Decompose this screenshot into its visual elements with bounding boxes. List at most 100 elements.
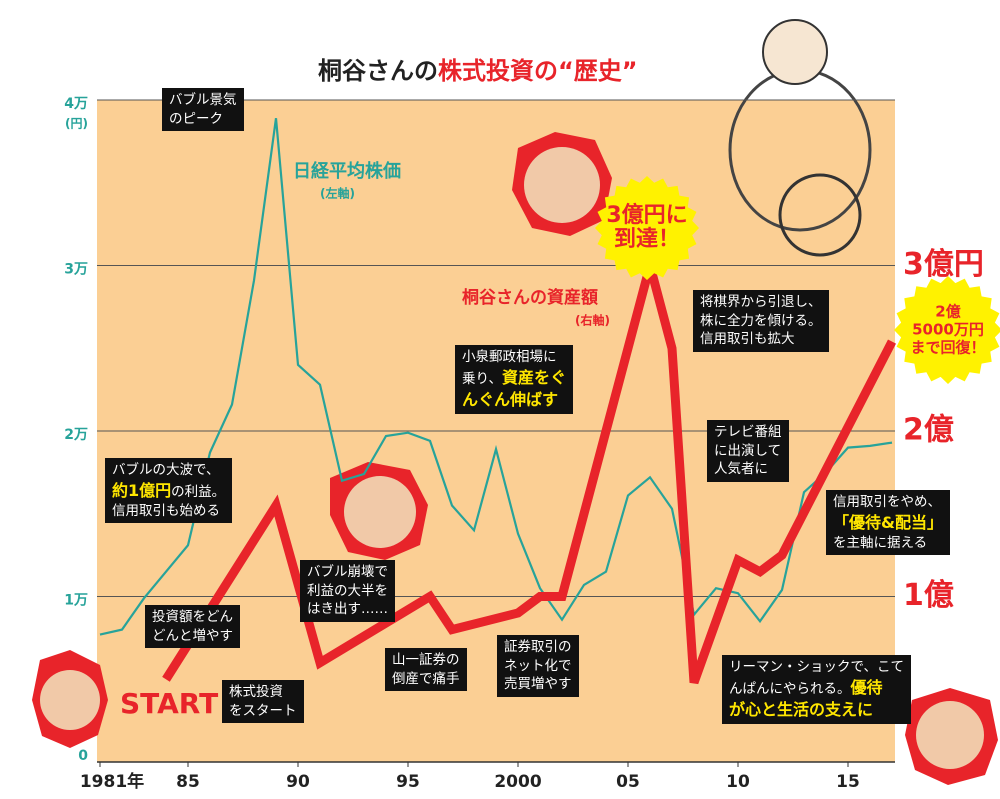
annotation-line: テレビ番組 <box>714 423 782 442</box>
annotation-line: 「優待&配当」 <box>833 512 943 534</box>
annotation-line: 信用取引をやめ、 <box>833 493 943 512</box>
annotation-line: 信用取引も始める <box>112 502 225 521</box>
annotation-text: 乗り、 <box>462 370 502 387</box>
annotation: 投資額をどん どんと増やす <box>145 605 240 649</box>
series-line <box>162 247 897 685</box>
annotation-text: バブル崩壊で <box>307 564 388 580</box>
annotation-line: 人気者に <box>714 460 782 479</box>
annotation-line: んぱんにやられる。優待 <box>729 677 904 699</box>
annotation-line: のピーク <box>169 110 237 129</box>
annotation-line: 山一証券の <box>392 651 460 670</box>
annotation-text: に出演して <box>714 442 782 459</box>
annotation: バブル景気 のピーク <box>162 88 244 132</box>
annotation-text: んぱんにやられる。 <box>729 680 851 697</box>
annotation-line: をスタート <box>229 702 297 721</box>
annotation: リーマン・ショックで、こて んぱんにやられる。優待 が心と生活の支えに <box>722 655 911 724</box>
annotation-text: 売買増やす <box>504 676 572 693</box>
annotation-line: 信用取引も拡大 <box>700 330 822 349</box>
annotation-line: が心と生活の支えに <box>729 699 904 721</box>
annotation-line: バブル景気 <box>169 91 237 110</box>
annotation-text: をスタート <box>229 702 297 719</box>
series-note: (左軸) <box>320 186 355 201</box>
annotation-line: どんと増やす <box>152 627 233 646</box>
y2-tick-label: 3億円 <box>903 247 984 282</box>
callout-text: まで回復！ <box>910 339 985 357</box>
callout-text: 3億円に <box>606 202 687 228</box>
annotation-text: 信用取引も拡大 <box>700 331 795 348</box>
annotation: 将棋界から引退し、 株に全力を傾ける。 信用取引も拡大 <box>693 290 829 352</box>
annotation: バブル崩壊で 利益の大半を はき出す…… <box>300 560 395 622</box>
annotation-text: 小泉郵政相場に <box>462 349 557 365</box>
annotation-text: バブル景気 <box>169 92 237 108</box>
series-label: 桐谷さんの資産額 <box>462 287 598 308</box>
x-tick-label: 15 <box>836 772 860 792</box>
annotation-highlight: 約1億円 <box>112 480 172 500</box>
annotation-line: 利益の大半を <box>307 582 388 601</box>
annotation-line: 売買増やす <box>504 675 572 694</box>
callout-text: 2億 <box>935 303 960 321</box>
annotation: 証券取引のネット化で売買増やす <box>497 635 579 697</box>
annotation-line: 乗り、資産をぐ <box>462 367 566 389</box>
annotation: テレビ番組に出演して人気者に <box>707 420 789 482</box>
y-tick-label: 1万 <box>64 593 88 609</box>
callout-text: 5000万円 <box>912 321 984 339</box>
title-highlight: 株式投資の“歴史” <box>438 57 638 85</box>
annotation-line: 投資額をどん <box>152 608 233 627</box>
callout-text: 到達！ <box>614 226 680 252</box>
y-tick-label: 0 <box>78 748 88 764</box>
annotation-line: ネット化で <box>504 657 572 676</box>
annotation-highlight: が心と生活の支えに <box>729 699 874 719</box>
y-tick-label: 2万 <box>64 427 88 443</box>
annotation: バブルの大波で、 約1億円の利益。 信用取引も始める <box>105 458 233 524</box>
start-label: START <box>120 687 218 720</box>
annotation-text: 証券取引の <box>504 639 572 655</box>
x-tick-label: 85 <box>176 772 200 792</box>
annotation-line: リーマン・ショックで、こて <box>729 658 904 677</box>
annotation-line: 約1億円の利益。 <box>112 480 225 502</box>
annotation-text: はき出す…… <box>307 601 388 618</box>
x-tick-label: 95 <box>396 772 420 792</box>
annotation-text: リーマン・ショックで、こて <box>729 659 904 675</box>
x-tick-label: 05 <box>616 772 640 792</box>
annotation-text: 山一証券の <box>392 652 460 668</box>
annotation-highlight: 「優待&配当」 <box>833 512 943 532</box>
annotation: 山一証券の倒産で痛手 <box>385 648 467 692</box>
callout-burst <box>595 176 699 280</box>
y2-tick-label: 2億 <box>903 413 954 448</box>
annotation-text: 投資額をどん <box>152 609 233 625</box>
annotation-line: 証券取引の <box>504 638 572 657</box>
annotation: 株式投資 をスタート <box>222 680 304 724</box>
series-line <box>99 118 893 636</box>
x-tick-label: 90 <box>286 772 310 792</box>
annotation-text: どんと増やす <box>152 627 233 644</box>
annotation-text: のピーク <box>169 110 223 127</box>
illustration <box>32 19 998 785</box>
series-note: (右軸) <box>575 313 610 328</box>
annotation-line: を主軸に据える <box>833 534 943 553</box>
annotation-line: に出演して <box>714 442 782 461</box>
y-unit: (円) <box>65 117 88 131</box>
annotation-text: 株に全力を傾ける。 <box>700 312 822 329</box>
annotation-text: ネット化で <box>504 657 572 674</box>
y-tick-label: 4万 <box>64 96 88 112</box>
annotation-highlight: 資産をぐ <box>501 367 566 387</box>
annotation-text: 利益の大半を <box>307 582 388 599</box>
y-tick-label: 3万 <box>64 262 88 278</box>
annotation-line: はき出す…… <box>307 600 388 619</box>
annotation-text: テレビ番組 <box>714 424 782 440</box>
annotation-text: 将棋界から引退し、 <box>700 294 822 310</box>
chart-title: 桐谷さんの株式投資の“歴史” <box>318 57 638 85</box>
annotation-line: 小泉郵政相場に <box>462 348 566 367</box>
callout-burst <box>894 276 1000 384</box>
annotation-highlight: んぐん伸ばす <box>462 389 559 409</box>
x-tick-label: 2000 <box>494 772 541 792</box>
annotation-highlight: 優待 <box>850 677 883 697</box>
annotation-text: 人気者に <box>714 461 768 478</box>
x-tick-label: 1981年 <box>80 771 144 792</box>
series-label: 日経平均株価 <box>293 160 401 182</box>
annotation-text: 倒産で痛手 <box>392 670 460 687</box>
annotation-line: 株式投資 <box>229 683 297 702</box>
annotation-text: の利益。 <box>171 483 226 500</box>
annotation-line: 株に全力を傾ける。 <box>700 312 822 331</box>
